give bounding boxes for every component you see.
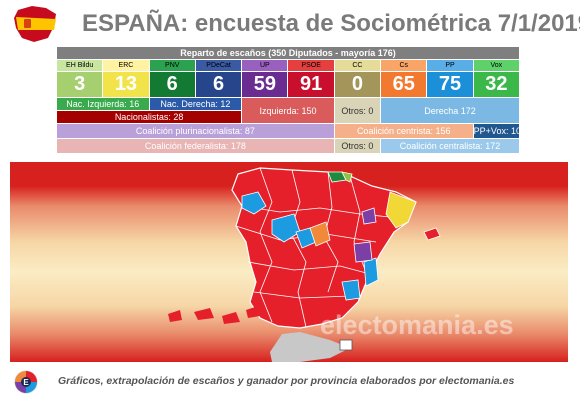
party-seat-cell: 3	[55, 71, 104, 98]
coalicion-centrista-cell: Coalición centrista: 156	[333, 123, 474, 139]
party-seat-cell: 75	[426, 71, 474, 98]
erc-region-catalonia	[385, 191, 417, 229]
watermark: electomania.es	[320, 310, 514, 340]
party-name-cell: PP	[426, 59, 474, 72]
balearic-islands	[423, 227, 441, 241]
pp-region-murcia	[341, 279, 361, 301]
otros-cell: Otros: 0	[333, 97, 382, 124]
pp-region-valencia	[363, 257, 379, 287]
party-seat-row: 3 13 6 6 59 91 0 65 75 32	[55, 71, 521, 98]
up-region-valencia	[353, 241, 373, 263]
bildu-region	[341, 171, 353, 183]
party-name-cell: PSOE	[287, 59, 335, 72]
nac-derecha-cell: Nac. Derecha: 12	[148, 97, 243, 111]
coalicion-federalista-cell: Coalición federalista: 178	[56, 138, 335, 154]
party-name-cell: PNV	[148, 59, 196, 72]
canary-island-2	[194, 308, 214, 320]
mainland-spain	[231, 167, 417, 329]
pp-region-castilla	[271, 213, 301, 243]
seat-distribution-table: Reparto de escaños (350 Diputados - mayo…	[55, 46, 521, 154]
melilla-box	[339, 339, 353, 351]
party-name-cell: PDeCat	[194, 59, 243, 72]
party-seat-cell: 6	[194, 71, 243, 98]
nacionalistas-cell: Nacionalistas: 28	[55, 110, 243, 124]
party-seat-cell: 91	[287, 71, 335, 98]
otros-cell-2: Otros: 0	[333, 138, 382, 154]
electomania-logo-icon: E	[14, 370, 38, 394]
footer-credit: Gráficos, extrapolación de escaños y gan…	[58, 375, 515, 387]
map-panel: electomania.es	[10, 162, 568, 362]
party-seat-cell: 6	[148, 71, 196, 98]
party-seat-cell: 32	[472, 71, 521, 98]
party-name-cell: EH Bildu	[55, 59, 104, 72]
pp-region-galicia	[241, 191, 267, 215]
table-header: Reparto de escaños (350 Diputados - mayo…	[56, 46, 520, 60]
party-seat-cell: 59	[241, 71, 289, 98]
page-title: ESPAÑA: encuesta de Sociométrica 7/1/201…	[82, 10, 580, 37]
nac-izquierda-cell: Nac. Izquierda: 16	[56, 97, 150, 111]
party-name-cell: Vox	[472, 59, 521, 72]
party-seat-cell: 0	[333, 71, 382, 98]
party-name-cell: UP	[241, 59, 289, 72]
coalicion-centralista-cell: Coalición centralista: 172	[380, 138, 520, 154]
cs-region-madrid	[309, 221, 331, 247]
up-region-aragon	[361, 207, 377, 225]
svg-text:E: E	[23, 378, 29, 387]
canary-island-1	[168, 310, 182, 322]
coalicion-plurinacionalista-cell: Coalición plurinacionalista: 87	[56, 123, 335, 139]
party-seat-cell: 65	[380, 71, 428, 98]
derecha-cell: Derecha 172	[380, 97, 520, 124]
pp-vox-cell: PP+Vox: 107	[472, 123, 521, 139]
party-name-cell: ERC	[102, 59, 150, 72]
party-name-cell: Cs	[380, 59, 428, 72]
spain-province-map	[168, 167, 441, 362]
spain-flag-icon	[14, 6, 56, 42]
party-name-row: EH Bildu ERC PNV PDeCat UP PSOE CC Cs PP Vox	[55, 59, 521, 72]
party-name-cell: CC	[333, 59, 382, 72]
party-seat-cell: 13	[102, 71, 150, 98]
izquierda-cell: Izquierda: 150	[241, 97, 335, 124]
canary-island-4	[246, 306, 260, 318]
canary-island-3	[222, 312, 240, 324]
north-africa-inset	[270, 332, 350, 362]
